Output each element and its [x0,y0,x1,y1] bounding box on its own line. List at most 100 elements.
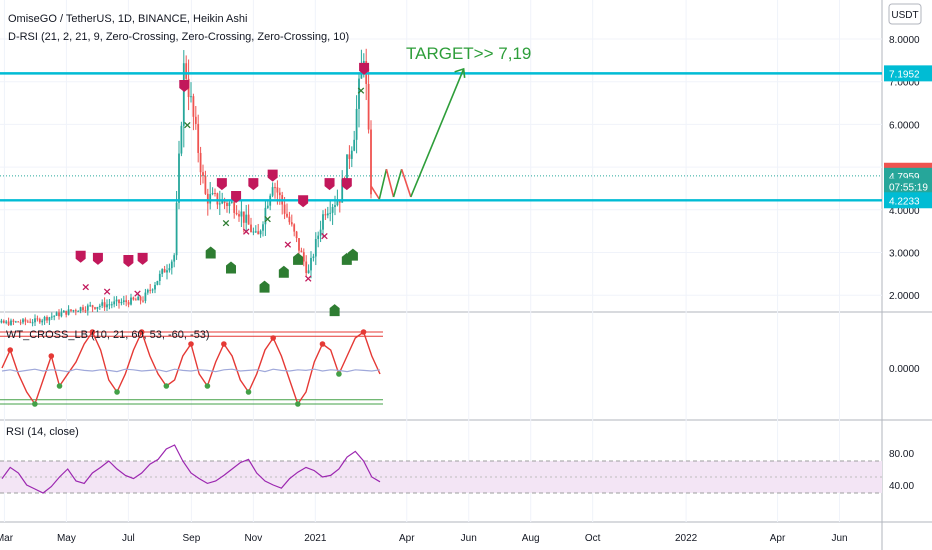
time-tick-label: Apr [399,533,415,544]
cross-marker: × [133,287,142,300]
candle-body [293,224,296,232]
candle-body [151,289,154,291]
candle-body [302,252,305,262]
candle-body [314,238,317,257]
candle-body [298,238,300,251]
candle-body [312,256,315,258]
candle-body [331,206,334,213]
candle-body [175,202,178,256]
candle-body [216,193,219,205]
candle-body [194,116,197,124]
cross-marker: × [320,229,329,242]
buy-marker [347,248,358,261]
candle-body [101,302,104,306]
price-axis[interactable]: 8.00007.00006.00005.00004.00003.00002.00… [884,35,932,302]
time-tick-label: Nov [244,533,262,544]
candle-body [170,261,173,269]
projection-arrowhead [454,67,466,78]
candle-body [358,78,360,109]
candle-body [259,230,262,235]
price-tick-label: 4.0000 [889,206,920,217]
candle-body [307,270,310,274]
currency-label: USDT [891,10,918,21]
wt-panel-title: WT_CROSS_LB (10, 21, 60, 53, -60, -53) [6,329,210,341]
projection-segment [385,169,395,198]
time-tick-label: Jun [831,533,847,544]
candle-body [221,199,224,204]
candle-body [134,299,137,301]
price-tick-label: 8.0000 [889,35,920,46]
candle-body [53,315,56,317]
candle-body [96,307,99,309]
projection-segment [410,68,465,198]
indicator-title: D-RSI (21, 2, 21, 9, Zero-Crossing, Zero… [8,31,349,43]
sell-marker [231,190,242,203]
candle-body [199,152,202,173]
candle-body [2,320,5,323]
candle-body [336,200,339,206]
chart-title: OmiseGO / TetherUS, 1D, BINANCE, Heikin … [8,13,247,25]
candle-body [115,299,118,302]
projection-segment [392,169,403,198]
candle-body [122,300,125,303]
candle-body [125,300,128,303]
sell-marker [75,250,86,263]
candle-body [319,229,322,236]
candle-body [271,187,274,196]
sell-marker [92,252,103,265]
wt-cross-dot [270,335,276,341]
projection-segment [400,168,412,198]
price-tag [884,192,932,209]
signal-markers: × × × × × × × × × × × [75,62,370,317]
candle-body [182,63,185,126]
cross-marker: × [283,238,292,251]
wt-panel[interactable]: 0.0000 [0,329,920,407]
buy-marker [293,252,304,265]
buy-marker [205,246,216,259]
candle-body [238,214,240,217]
candle-body [46,317,48,321]
time-tick-label: 2021 [304,533,327,544]
buy-marker [329,304,340,317]
candle-body [137,296,140,301]
candle-body [22,319,24,323]
candle-body [300,250,303,253]
candle-body [19,322,22,324]
candle-body [235,212,238,215]
sell-marker [359,62,370,75]
candle-body [240,211,243,217]
candle-body [250,224,252,233]
candle-body [74,310,77,312]
candle-body [79,307,82,312]
candle-body [12,320,15,322]
candle-body [146,289,149,293]
candle-body [324,214,327,216]
candle-body [283,204,286,214]
candle-body [163,269,166,273]
buy-marker [278,265,289,278]
candle-body [43,317,46,321]
wt-cross-dot [32,401,38,407]
candle-body [346,154,348,184]
rsi-panel[interactable]: 80.00 40.00 [0,444,914,494]
candle-body [218,203,221,205]
candle-body [173,255,176,262]
wt-series-line [1,368,381,373]
price-tag-label: 4.2233 [889,196,920,207]
sell-marker [179,79,190,92]
projection-segment [370,185,381,200]
currency-button[interactable] [888,3,922,25]
time-axis[interactable]: Mar May Jul Sep Nov 2021 Apr Jun Aug Oct 2022 Apr Ju… [0,533,848,544]
candle-body [72,310,75,312]
candle-body [209,194,212,204]
time-tick-label: Oct [585,533,601,544]
sell-marker [267,169,278,182]
candle-body [204,175,207,194]
candle-body [230,201,233,203]
wt-cross-dot [221,341,227,347]
time-tick-label: Mar [0,533,14,544]
candle-body [202,172,204,176]
candle-body [94,307,96,309]
